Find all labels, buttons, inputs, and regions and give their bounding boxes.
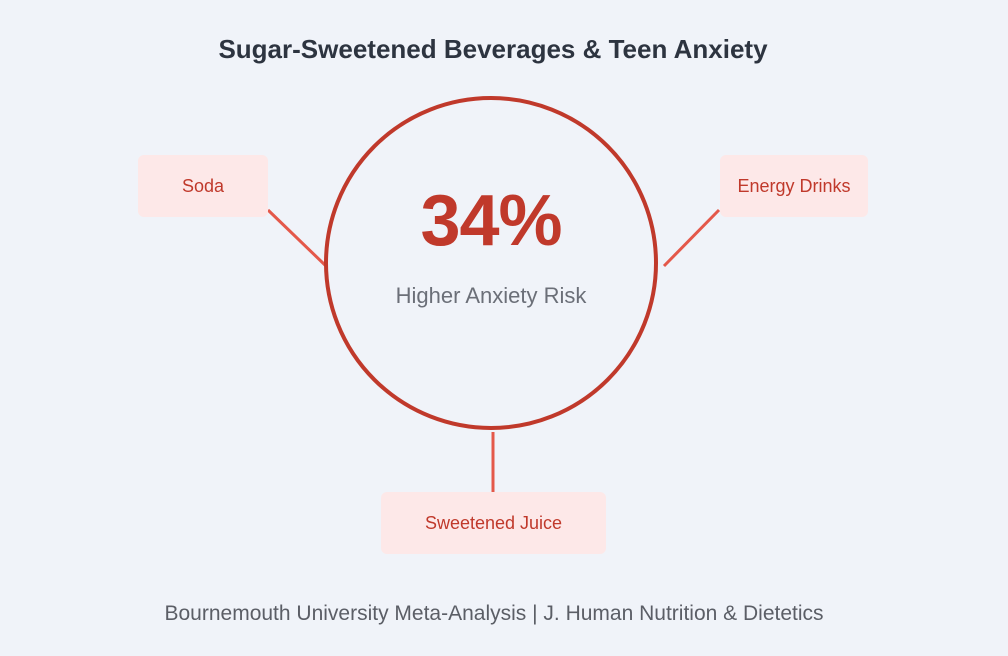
source-footer: Bournemouth University Meta-Analysis | J… <box>164 602 824 625</box>
beverage-box-sweetened-juice: Sweetened Juice <box>381 492 606 554</box>
center-circle <box>324 96 658 430</box>
stat-value: 34% <box>420 181 562 261</box>
stat-label: Higher Anxiety Risk <box>395 283 587 308</box>
connector-energy-drinks <box>662 208 721 268</box>
connector-soda <box>266 208 328 268</box>
beverage-label: Energy Drinks <box>737 175 851 196</box>
beverage-label: Sweetened Juice <box>424 512 563 533</box>
beverage-box-soda: Soda <box>138 155 268 217</box>
beverage-box-energy-drinks: Energy Drinks <box>720 155 868 217</box>
beverage-label: Soda <box>181 175 225 196</box>
diagram-title: Sugar-Sweetened Beverages & Teen Anxiety <box>218 34 768 64</box>
